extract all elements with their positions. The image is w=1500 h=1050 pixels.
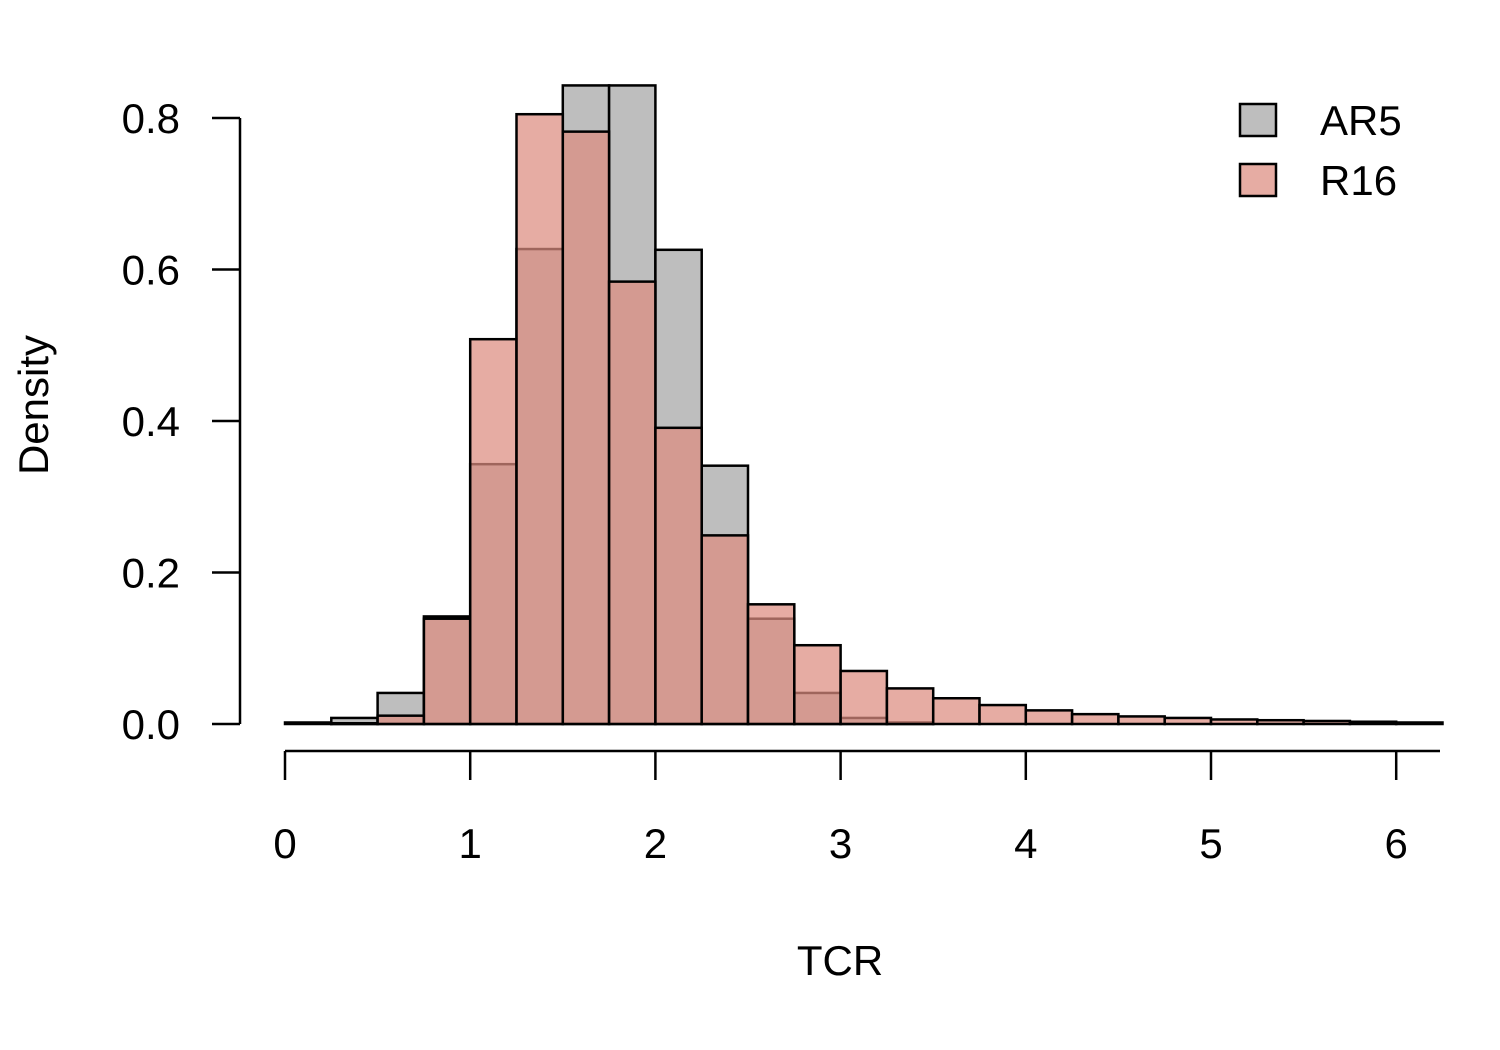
x-tick-label: 6 xyxy=(1385,820,1408,867)
bar-r16-3 xyxy=(422,617,472,726)
bar-ar5-0 xyxy=(283,721,333,726)
bars-r16-series xyxy=(330,112,1444,726)
x-axis-title: TCR xyxy=(797,937,883,984)
y-axis-title: Density xyxy=(10,335,57,475)
x-tick-label: 3 xyxy=(829,820,852,867)
y-tick-label: 0.6 xyxy=(122,247,180,294)
legend-label-r16: R16 xyxy=(1320,157,1397,204)
y-tick-label: 0.4 xyxy=(122,398,180,445)
bar-r16-10 xyxy=(746,603,796,726)
bar-r16-21 xyxy=(1256,718,1305,726)
bar-r16-8 xyxy=(654,426,703,726)
x-axis: 0 1 2 3 4 5 6 xyxy=(273,749,1440,867)
bar-r16-19 xyxy=(1163,716,1213,726)
bar-r16-20 xyxy=(1209,718,1259,726)
x-tick-label: 4 xyxy=(1014,820,1037,867)
bar-r16-23 xyxy=(1348,720,1398,726)
bar-r16-2 xyxy=(376,714,426,726)
bar-r16-4 xyxy=(468,337,518,726)
x-tick-label: 1 xyxy=(459,820,482,867)
bar-r16-17 xyxy=(1070,712,1120,726)
bar-r16-24 xyxy=(1394,721,1444,726)
x-tick-label: 0 xyxy=(273,820,296,867)
bar-r16-16 xyxy=(1024,709,1074,726)
bar-r16-1 xyxy=(330,721,379,726)
x-tick-label: 5 xyxy=(1199,820,1222,867)
y-tick-label: 0.0 xyxy=(122,701,180,748)
bar-r16-11 xyxy=(793,643,842,726)
y-tick-label: 0.2 xyxy=(122,550,180,597)
bar-r16-7 xyxy=(607,280,657,726)
y-tick-label: 0.8 xyxy=(122,95,180,142)
bar-r16-5 xyxy=(515,112,565,726)
legend-swatch-ar5 xyxy=(1238,102,1278,138)
bar-r16-14 xyxy=(931,697,981,726)
bar-r16-22 xyxy=(1302,719,1352,726)
bar-r16-15 xyxy=(978,703,1028,726)
bar-r16-9 xyxy=(700,534,750,726)
bar-r16-6 xyxy=(561,130,611,726)
x-tick-label: 2 xyxy=(644,820,667,867)
legend-label-ar5: AR5 xyxy=(1320,97,1402,144)
bar-r16-18 xyxy=(1117,715,1166,726)
y-axis: 0.0 0.2 0.4 0.6 0.8 xyxy=(122,95,242,748)
bar-r16-12 xyxy=(839,669,889,726)
legend-swatch-r16 xyxy=(1238,162,1278,198)
bar-r16-13 xyxy=(885,687,935,726)
